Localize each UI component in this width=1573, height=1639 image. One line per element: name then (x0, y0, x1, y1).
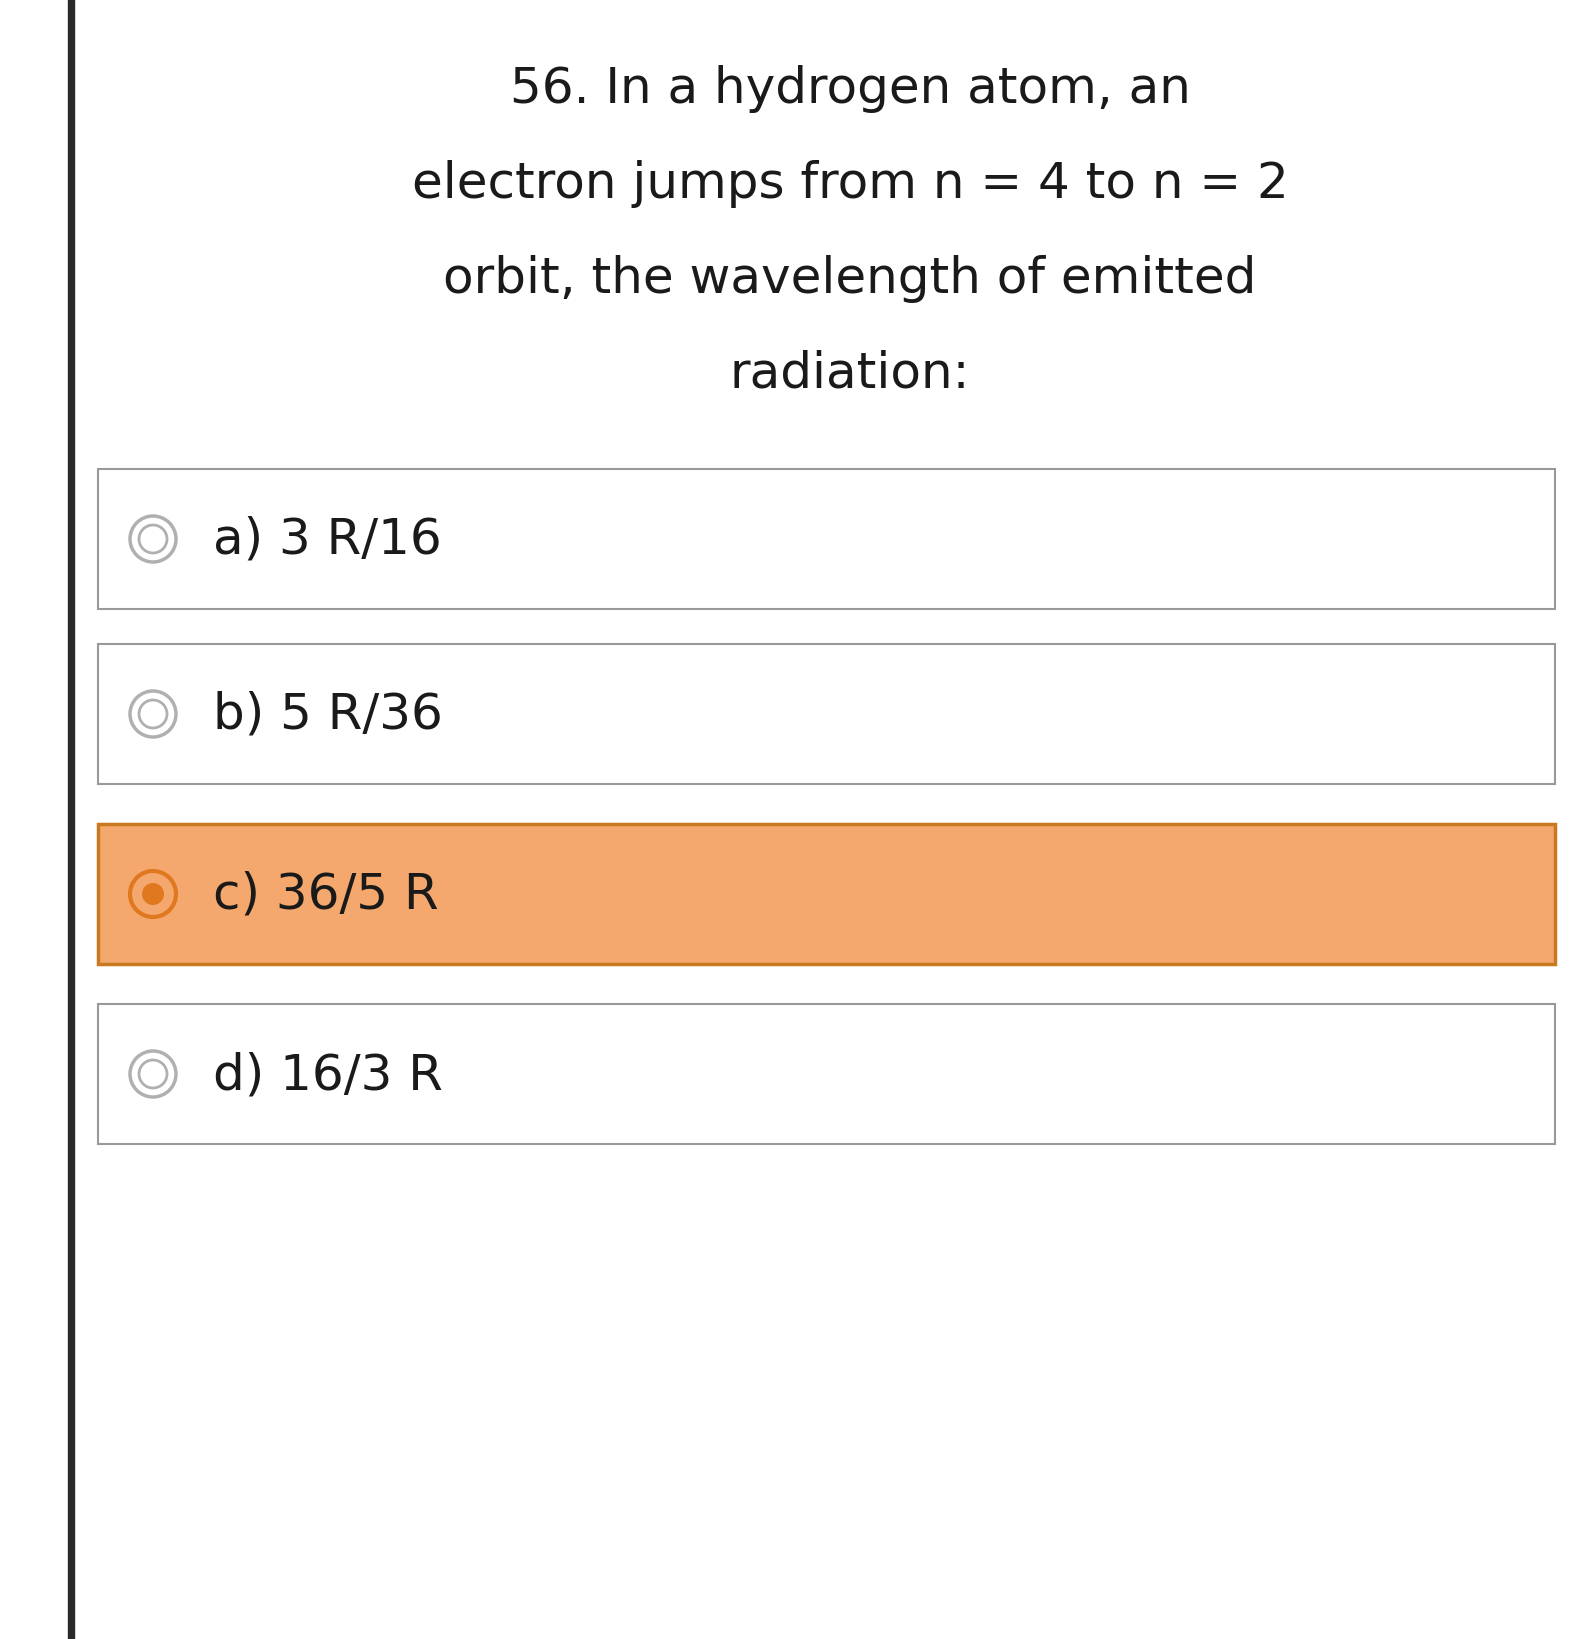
Text: radiation:: radiation: (730, 349, 971, 398)
Bar (98, 1005, 1556, 1144)
Text: electron jumps from n = 4 to n = 2: electron jumps from n = 4 to n = 2 (412, 161, 1288, 208)
Circle shape (138, 526, 167, 554)
Circle shape (131, 516, 176, 562)
Circle shape (138, 1060, 167, 1088)
Text: c) 36/5 R: c) 36/5 R (212, 870, 439, 918)
Circle shape (138, 700, 167, 729)
Circle shape (142, 883, 164, 905)
Circle shape (131, 692, 176, 738)
Text: a) 3 R/16: a) 3 R/16 (212, 516, 442, 564)
Bar (98, 470, 1556, 610)
Bar (98, 824, 1556, 964)
Bar (98, 644, 1556, 785)
Bar (68, 0, 74, 1639)
Text: orbit, the wavelength of emitted: orbit, the wavelength of emitted (444, 254, 1257, 303)
Circle shape (131, 1051, 176, 1098)
Text: 56. In a hydrogen atom, an: 56. In a hydrogen atom, an (510, 66, 1191, 113)
Circle shape (131, 872, 176, 918)
Text: b) 5 R/36: b) 5 R/36 (212, 690, 444, 739)
Text: d) 16/3 R: d) 16/3 R (212, 1051, 444, 1098)
